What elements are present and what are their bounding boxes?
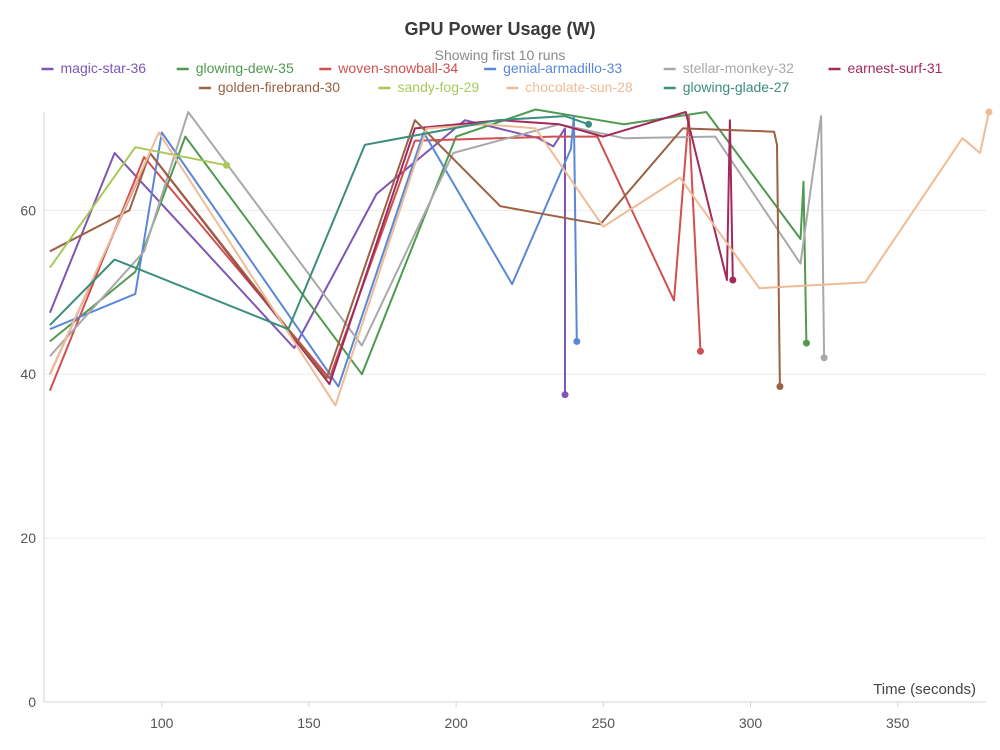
y-tick-label: 40 [20,366,36,382]
legend-item[interactable]: glowing-dew-35 [176,60,294,76]
legend-label: earnest-surf-31 [848,60,943,76]
x-axis-title: Time (seconds) [873,681,976,698]
x-tick-label: 250 [592,715,616,731]
series-end-point[interactable] [820,354,828,362]
x-tick-label: 300 [739,715,763,731]
chart-subtitle: Showing first 10 runs [435,47,566,63]
axes: 0 20 40 60 100 150 200 250 300 350 [20,112,986,731]
series-end-point[interactable] [223,161,231,169]
legend-label: golden-firebrand-30 [218,79,340,95]
legend-item[interactable]: magic-star-36 [41,60,147,76]
legend-item[interactable]: glowing-glade-27 [663,79,790,95]
grid [44,209,986,539]
legend-label: magic-star-36 [61,60,147,76]
series-magic-star-36 [48,119,569,399]
series-end-point[interactable] [561,391,569,399]
legend-item[interactable]: chocolate-sun-28 [506,79,633,95]
series-line[interactable] [49,111,826,358]
y-tick-label: 60 [20,202,36,218]
x-tick-label: 350 [886,715,910,731]
x-tick-label: 150 [297,715,321,731]
series-golden-firebrand-30 [49,119,784,391]
legend-label: sandy-fog-29 [398,79,480,95]
y-tick-label: 0 [28,694,36,710]
series-line[interactable] [48,111,990,407]
series-end-point[interactable] [985,108,993,116]
series-end-point[interactable] [573,337,581,345]
series-glowing-glade-27 [49,115,593,331]
series-line[interactable] [48,119,566,395]
series-end-point[interactable] [585,120,593,128]
legend: magic-star-36 glowing-dew-35 woven-snowbal… [41,60,943,95]
legend-label: glowing-dew-35 [196,60,294,76]
chart-title: GPU Power Usage (W) [404,19,595,39]
legend-item[interactable]: earnest-surf-31 [828,60,943,76]
x-tick-label: 200 [444,715,468,731]
legend-item[interactable]: stellar-monkey-32 [663,60,794,76]
legend-label: glowing-glade-27 [683,79,790,95]
series-end-point[interactable] [776,383,784,391]
series-line[interactable] [49,119,781,387]
series-chocolate-sun-28 [48,108,993,407]
series-end-point[interactable] [729,276,737,284]
series-sandy-fog-29 [49,146,231,269]
series-line[interactable] [48,111,734,386]
series-earnest-surf-31 [48,111,737,386]
legend-label: woven-snowball-34 [337,60,458,76]
x-tick-label: 100 [150,715,174,731]
legend-label: genial-armadillo-33 [503,60,622,76]
legend-item[interactable]: sandy-fog-29 [378,79,480,95]
series-glowing-dew-35 [49,108,810,376]
series-line[interactable] [49,146,227,269]
series-layer [48,108,993,407]
series-line[interactable] [49,108,808,376]
series-end-point[interactable] [802,339,810,347]
series-end-point[interactable] [696,347,704,355]
legend-item[interactable]: genial-armadillo-33 [484,60,622,76]
y-tick-label: 20 [20,530,36,546]
legend-label: stellar-monkey-32 [683,60,794,76]
legend-item[interactable]: woven-snowball-34 [319,60,458,76]
series-stellar-monkey-32 [49,111,828,362]
legend-item[interactable]: golden-firebrand-30 [198,79,340,95]
series-line[interactable] [48,115,702,391]
series-woven-snowball-34 [48,115,704,391]
legend-label: chocolate-sun-28 [525,79,633,95]
series-line[interactable] [49,115,589,331]
